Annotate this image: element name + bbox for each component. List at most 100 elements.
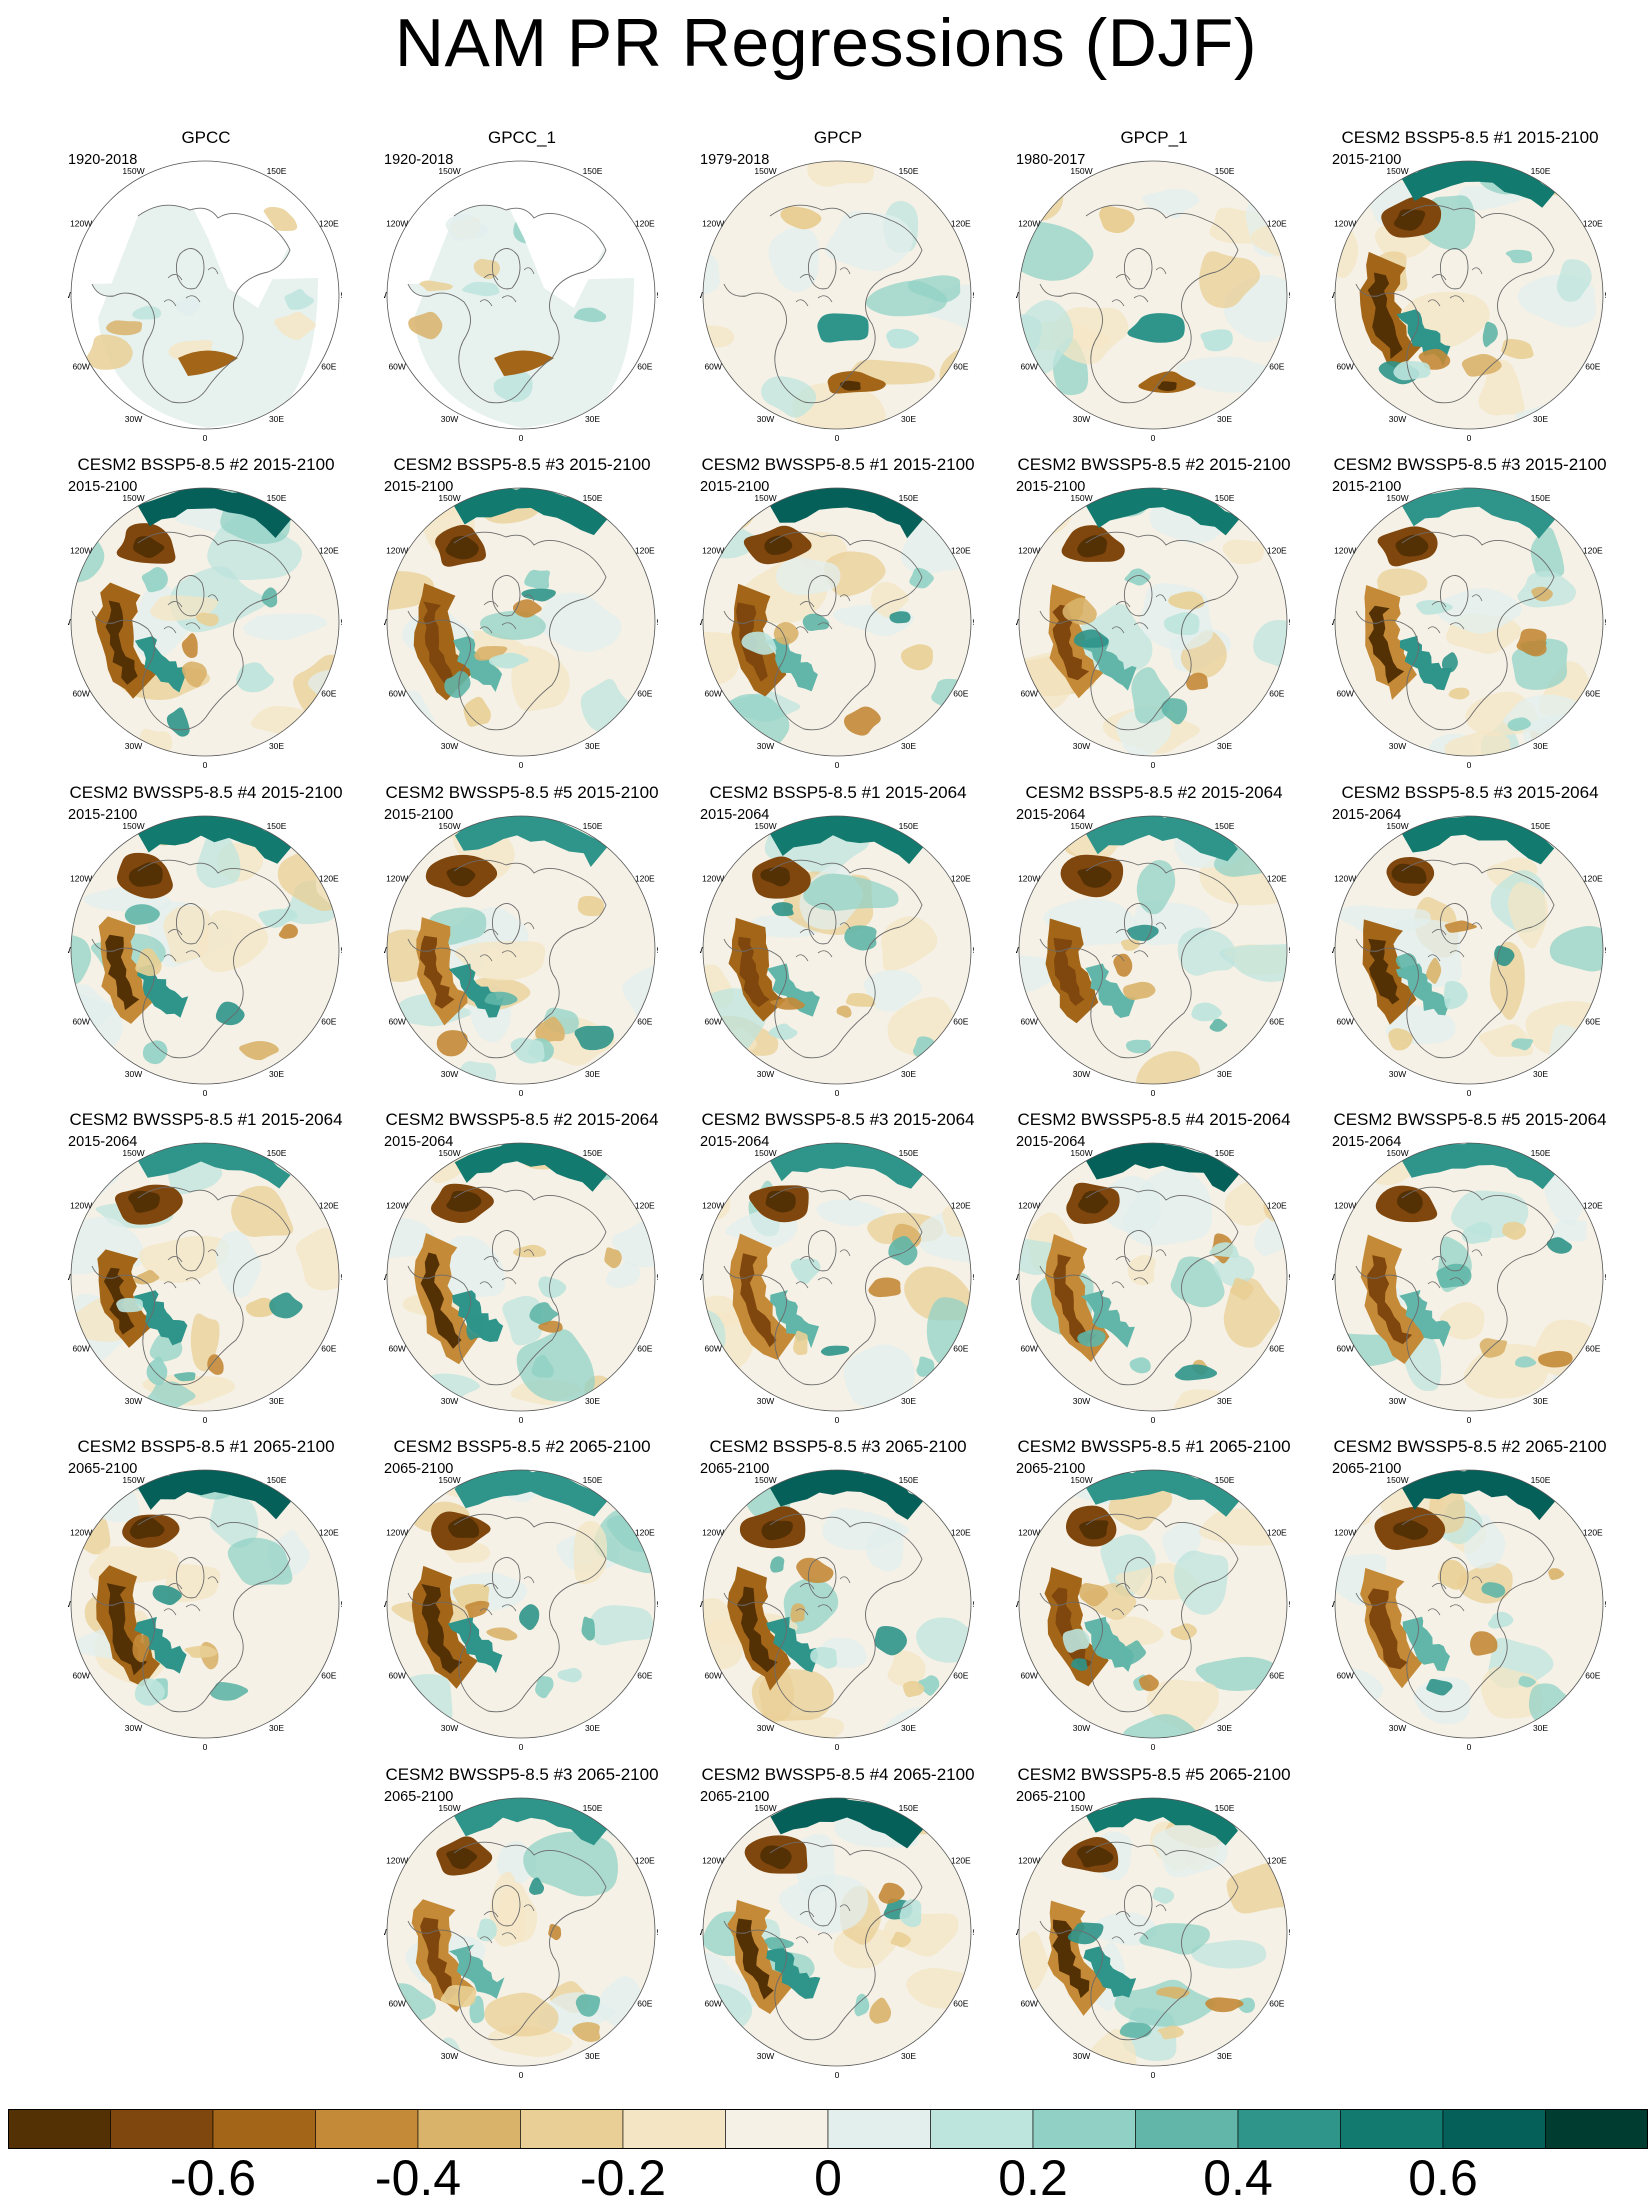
longitude-label: 150E: [583, 166, 603, 176]
map-panel: CESM2 BWSSP5-8.5 #2 2065-21002065-210018…: [1312, 1437, 1628, 1767]
panel-period: 2015-2064: [700, 807, 770, 823]
longitude-label: 30E: [1533, 1069, 1548, 1079]
longitude-label: 60E: [1585, 1671, 1600, 1681]
longitude-label: 60W: [704, 1671, 721, 1681]
figure-title: NAM PR Regressions (DJF): [394, 5, 1258, 81]
polar-map: 180150E120E90E60E30E030W60W90W120W150W: [1332, 487, 1606, 770]
longitude-label: 30E: [585, 1396, 600, 1406]
longitude-label: 60E: [637, 689, 652, 699]
longitude-label: 30E: [269, 1396, 284, 1406]
longitude-label: 60W: [1336, 1017, 1353, 1027]
longitude-label: 30W: [757, 414, 774, 424]
longitude-label: 90E: [1288, 1272, 1290, 1282]
longitude-label: 0: [1151, 433, 1156, 443]
longitude-label: 0: [519, 760, 524, 770]
longitude-label: 150E: [1215, 493, 1235, 503]
longitude-label: 150W: [1070, 1148, 1092, 1158]
longitude-label: 30E: [1217, 1069, 1232, 1079]
panel-title: CESM2 BWSSP5-8.5 #4 2015-2100: [69, 783, 343, 802]
longitude-label: 120W: [702, 546, 724, 556]
colorbar-swatch: [417, 2109, 521, 2149]
longitude-label: 0: [519, 1415, 524, 1425]
longitude-label: 150E: [1531, 166, 1551, 176]
longitude-label: 90E: [1604, 1599, 1606, 1609]
longitude-label: 120E: [951, 1856, 971, 1866]
longitude-label: 60W: [1336, 689, 1353, 699]
map-panel: GPCC1920-2018180150E120E90E60E30E030W60W…: [48, 128, 364, 458]
longitude-label: 30E: [901, 1396, 916, 1406]
colorbar-swatch: [725, 2109, 829, 2149]
longitude-label: 30W: [757, 1396, 774, 1406]
longitude-label: 30W: [1389, 1069, 1406, 1079]
longitude-label: 90W: [384, 1272, 387, 1282]
map-panel: CESM2 BSSP5-8.5 #1 2015-20642015-2064180…: [680, 783, 996, 1113]
longitude-label: 60E: [321, 1344, 336, 1354]
longitude-label: 150E: [1215, 166, 1235, 176]
panel-period: 2015-2100: [700, 479, 770, 495]
longitude-label: 150E: [1531, 821, 1551, 831]
panel-period: 2015-2064: [1016, 1134, 1086, 1150]
longitude-label: 90W: [1016, 1927, 1019, 1937]
map-panel: CESM2 BSSP5-8.5 #2 2015-21002015-2100180…: [48, 455, 364, 785]
longitude-label: 150W: [1386, 1475, 1408, 1485]
longitude-label: 30W: [757, 741, 774, 751]
colorbar-swatch: [110, 2109, 214, 2149]
longitude-label: 120W: [702, 874, 724, 884]
longitude-label: 60W: [388, 1344, 405, 1354]
longitude-label: 30E: [585, 1069, 600, 1079]
panel-title: CESM2 BWSSP5-8.5 #3 2015-2064: [701, 1110, 975, 1129]
panel-title: CESM2 BWSSP5-8.5 #1 2015-2064: [69, 1110, 343, 1129]
longitude-label: 120W: [702, 219, 724, 229]
panel-title: CESM2 BWSSP5-8.5 #3 2065-2100: [385, 1765, 659, 1784]
polar-map: 180150E120E90E60E30E030W60W90W120W150W: [68, 160, 342, 443]
longitude-label: 150E: [1215, 1803, 1235, 1813]
colorbar-swatch: [1545, 2109, 1648, 2149]
panel-period: 2015-2064: [384, 1134, 454, 1150]
panel-period: 2015-2064: [1332, 807, 1402, 823]
longitude-label: 0: [1467, 433, 1472, 443]
longitude-label: 150E: [899, 493, 919, 503]
longitude-label: 30W: [1073, 1723, 1090, 1733]
longitude-label: 90E: [656, 945, 658, 955]
longitude-label: 90W: [700, 290, 703, 300]
longitude-label: 30W: [1073, 1396, 1090, 1406]
longitude-label: 60E: [953, 1344, 968, 1354]
longitude-label: 90W: [68, 1272, 71, 1282]
longitude-label: 60E: [953, 1999, 968, 2009]
colorbar-tick-label: 0: [814, 2150, 842, 2206]
colorbar-tick-label: -0.4: [374, 2150, 462, 2206]
longitude-label: 30E: [1533, 414, 1548, 424]
longitude-label: 90W: [68, 290, 71, 300]
longitude-label: 30W: [125, 741, 142, 751]
longitude-label: 120W: [702, 1528, 724, 1538]
longitude-label: 120W: [386, 1856, 408, 1866]
colorbar-tick-label: 0.4: [1203, 2150, 1273, 2206]
panel-title: CESM2 BSSP5-8.5 #3 2015-2100: [393, 455, 651, 474]
polar-map: 180150E120E90E60E30E030W60W90W120W150W: [384, 1142, 658, 1425]
map-panel: GPCC_11920-2018180150E120E90E60E30E030W6…: [364, 128, 680, 458]
longitude-label: 120W: [1018, 1201, 1040, 1211]
panel-title: CESM2 BSSP5-8.5 #1 2015-2100: [1341, 128, 1599, 147]
longitude-label: 30W: [1389, 414, 1406, 424]
panel-title: CESM2 BWSSP5-8.5 #1 2015-2100: [701, 455, 975, 474]
longitude-label: 120E: [1583, 219, 1603, 229]
longitude-label: 30E: [1533, 1723, 1548, 1733]
map-panel: CESM2 BWSSP5-8.5 #5 2065-21002065-210018…: [996, 1765, 1312, 2095]
longitude-label: 90W: [384, 290, 387, 300]
colorbar-swatch: [1442, 2109, 1546, 2149]
longitude-label: 30W: [441, 1396, 458, 1406]
polar-map: 180150E120E90E60E30E030W60W90W120W150W: [1016, 815, 1290, 1098]
longitude-label: 150W: [122, 821, 144, 831]
polar-map: 180150E120E90E60E30E030W60W90W120W150W: [700, 1142, 974, 1425]
colorbar-swatch: [1237, 2109, 1341, 2149]
map-panel: CESM2 BWSSP5-8.5 #2 2015-21002015-210018…: [996, 455, 1312, 785]
longitude-label: 120W: [702, 1856, 724, 1866]
longitude-label: 120W: [386, 1528, 408, 1538]
longitude-label: 30E: [585, 1723, 600, 1733]
longitude-label: 120W: [70, 546, 92, 556]
longitude-label: 60W: [1020, 1999, 1037, 2009]
longitude-label: 90E: [340, 945, 342, 955]
longitude-label: 0: [519, 2070, 524, 2080]
panel-title: GPCC: [181, 128, 231, 147]
longitude-label: 60W: [1336, 1671, 1353, 1681]
